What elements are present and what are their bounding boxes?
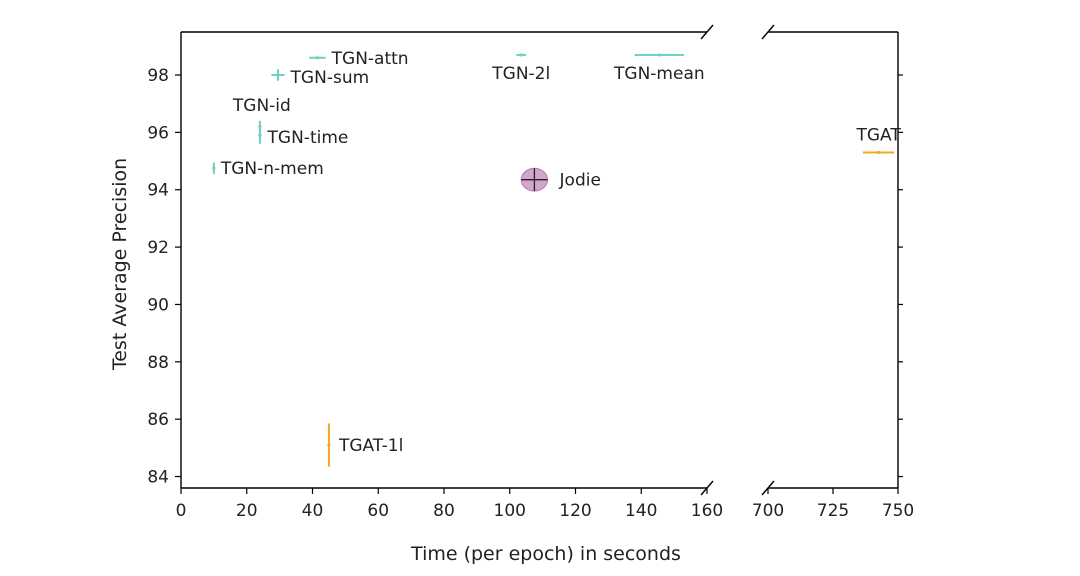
data-point: TGN-id [232,96,291,133]
x-tick-label: 700 [752,501,784,521]
y-tick-label: 86 [147,410,169,430]
point-marker [327,443,331,447]
x-tick-label: 120 [559,501,591,521]
y-axis-title: Test Average Precision [109,158,131,371]
y-tick-label: 92 [147,238,169,258]
x-tick-label: 40 [302,501,324,521]
point-marker [519,53,523,57]
y-tick-label: 84 [147,468,169,488]
y-tick-label: 96 [147,123,169,143]
y-tick-label: 88 [147,353,169,373]
point-marker [657,53,661,57]
point-label: TGAT [856,125,902,145]
axes: 84 86 88 90 92 94 96 98 0 20 40 60 80 100 120 140 160 700… [147,24,914,521]
data-point: TGN-time [258,126,349,148]
point-marker [315,56,320,60]
y-tick-label: 90 [147,295,169,315]
x-tick-label: 20 [236,501,258,521]
axis-break-mark [700,24,714,40]
x-tick-label: 160 [691,501,723,521]
point-label: TGN-mean [613,64,705,84]
x-tick-label: 0 [176,501,187,521]
point-label: Jodie [559,171,601,191]
point-label: TGN-2l [491,64,550,84]
point-label: TGN-sum [290,68,370,88]
y-tick-label: 94 [147,181,169,201]
y-tick-label: 98 [147,66,169,86]
data-point: TGN-2l [491,53,550,84]
data-point: TGN-sum [271,68,369,88]
x-tick-label: 80 [433,501,455,521]
point-marker [276,73,280,77]
data-point: TGN-mean [613,53,705,84]
data-point: Jodie [520,167,601,192]
data-point: TGAT [856,125,902,155]
point-label: TGAT-1l [338,436,403,456]
point-label: TGN-attn [331,49,409,69]
data-point: TGN-n-mem [212,159,324,179]
x-axis-title: Time (per epoch) in seconds [410,543,681,565]
point-label: TGN-id [232,96,291,116]
axis-break-mark [761,24,775,40]
x-tick-label: 750 [882,501,914,521]
data-point: TGAT-1l [327,423,403,467]
point-marker [212,166,216,170]
x-tick-label: 725 [817,501,849,521]
x-tick-label: 140 [625,501,657,521]
point-label: TGN-n-mem [220,159,324,179]
x-tick-label: 100 [494,501,526,521]
point-label: TGN-time [267,128,349,148]
x-tick-label: 60 [367,501,389,521]
point-marker [258,133,262,137]
point-marker [876,150,881,155]
data-point: TGN-attn [309,49,409,69]
